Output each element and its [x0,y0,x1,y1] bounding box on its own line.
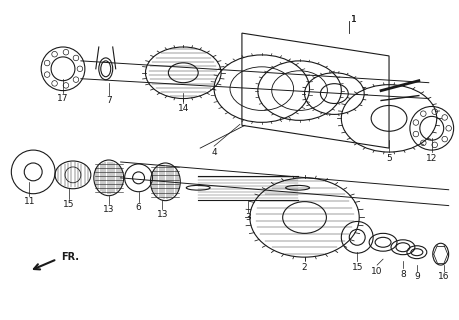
Text: FR.: FR. [61,252,79,262]
Text: 15: 15 [63,200,75,209]
Text: 16: 16 [438,272,449,282]
Text: 1: 1 [351,15,357,24]
Text: 7: 7 [106,96,112,105]
Text: 17: 17 [57,94,69,103]
Text: 15: 15 [352,263,363,272]
Text: 2: 2 [302,263,308,272]
Text: 4: 4 [211,148,217,156]
Text: 11: 11 [23,197,35,206]
Text: 13: 13 [157,210,168,219]
Text: 8: 8 [400,269,406,278]
Text: 9: 9 [414,272,420,282]
Text: 10: 10 [371,267,383,276]
Text: 5: 5 [386,154,392,163]
Text: 12: 12 [426,154,437,163]
Text: 6: 6 [136,203,141,212]
Text: 13: 13 [103,205,114,214]
Text: 1: 1 [352,15,357,24]
Text: 14: 14 [178,104,189,113]
Text: 3: 3 [245,213,251,222]
